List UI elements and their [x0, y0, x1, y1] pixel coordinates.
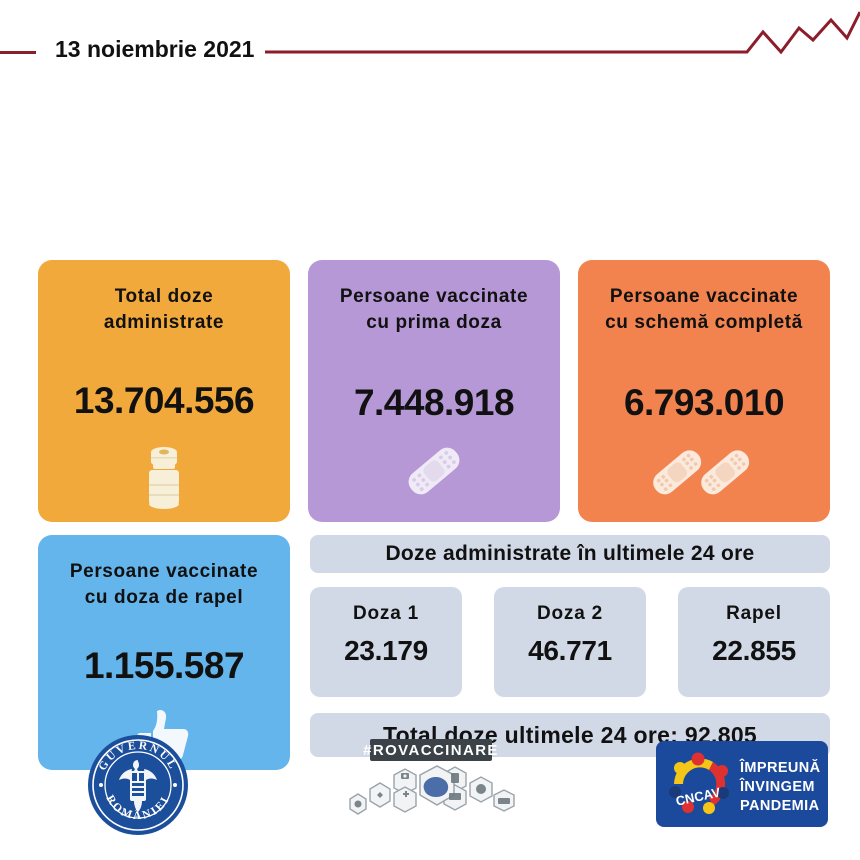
card-title-line1: Persoane vaccinate — [609, 286, 799, 307]
card-title-line2: cu prima doza — [366, 312, 502, 334]
rising-trend-line-icon — [265, 11, 860, 55]
cncav-slogan-line1: ÎMPREUNĂ — [739, 758, 821, 776]
card-value-total-doses: 13.704.556 — [73, 380, 255, 422]
card-title-line1: Total doze — [114, 286, 214, 307]
last-24h-panel: Doze administrate în ultimele 24 ore Doz… — [310, 535, 830, 770]
last-24h-dose-row: Doza 1 23.179 Doza 2 46.771 Rapel 22.855 — [310, 587, 830, 697]
card-value-fully-vaccinated: 6.793.010 — [623, 382, 785, 424]
dose-box-rapel: Rapel 22.855 — [678, 587, 830, 697]
stat-card-fully-vaccinated: Persoane vaccinate cu schemă completă 6.… — [578, 260, 830, 522]
dose-value: 22.855 — [712, 635, 796, 666]
dose-value: 46.771 — [528, 635, 612, 666]
card-title-total-doses: Total doze administrate — [96, 284, 232, 336]
cncav-slogan-line2: ÎNVINGEM — [739, 777, 815, 795]
vaccine-vial-icon — [141, 444, 187, 510]
card-value-first-dose: 7.448.918 — [353, 382, 515, 424]
single-bandage-icon — [399, 440, 469, 502]
cncav-slogan-line3: PANDEMIA — [740, 798, 820, 814]
stat-card-first-dose: Persoane vaccinate cu prima doza 7.448.9… — [308, 260, 560, 522]
card-title-booster: Persoane vaccinate cu doza de rapel — [62, 559, 266, 611]
page-footer: GUVERNUL ROMÂNIEI — [0, 715, 860, 860]
last-24h-banner: Doze administrate în ultimele 24 ore — [310, 535, 830, 573]
cncav-logo: CNCAV ÎMPREUNĂ ÎNVINGEM PANDEMIA — [656, 741, 828, 832]
stats-board: Total doze administrate 13.704.556 — [0, 110, 860, 770]
card-title-line2: cu doza de rapel — [84, 587, 244, 609]
dose-label: Rapel — [726, 603, 782, 624]
header-left-rule — [0, 51, 36, 54]
dose-value: 23.179 — [344, 635, 428, 666]
dose-box-doza-2: Doza 2 46.771 — [494, 587, 646, 697]
report-date: 13 noiembrie 2021 — [55, 36, 255, 62]
romania-map-icon — [423, 777, 449, 797]
card-title-line2: cu schemă completă — [605, 312, 803, 334]
card-title-fully-vaccinated: Persoane vaccinate cu schemă completă — [597, 284, 811, 336]
page-header: 13 noiembrie 2021 — [0, 0, 860, 110]
card-title-line1: Persoane vaccinate — [69, 561, 259, 582]
rovaccinare-wordmark: #ROVACCINARE — [363, 742, 499, 759]
double-bandage-icon — [644, 440, 764, 502]
card-title-line1: Persoane vaccinate — [339, 286, 529, 307]
card-title-line2: administrate — [103, 312, 225, 334]
dose-box-doza-1: Doza 1 23.179 — [310, 587, 462, 697]
guvernul-romaniei-logo: GUVERNUL ROMÂNIEI — [86, 733, 190, 842]
card-value-booster: 1.155.587 — [83, 645, 245, 687]
stat-card-total-doses: Total doze administrate 13.704.556 — [38, 260, 290, 522]
rovaccinare-logo: #ROVACCINARE — [336, 737, 526, 838]
dose-label: Doza 1 — [352, 603, 420, 624]
card-title-first-dose: Persoane vaccinate cu prima doza — [332, 284, 536, 336]
dose-label: Doza 2 — [536, 603, 604, 624]
